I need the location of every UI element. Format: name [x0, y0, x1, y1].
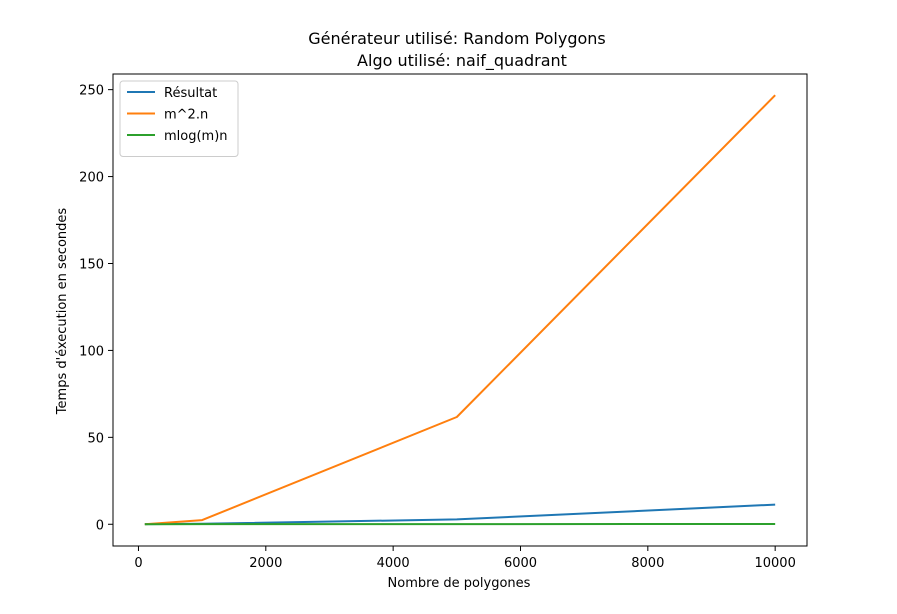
- legend-box: [119, 80, 239, 157]
- y-tick-label: 200: [79, 171, 104, 186]
- series-line-0: [144, 503, 776, 526]
- series-layer: [144, 94, 776, 526]
- x-tick-label: 8000: [631, 556, 664, 571]
- x-tick-label: 6000: [504, 556, 537, 571]
- legend: Résultat m^2.n mlog(m)n: [119, 80, 239, 157]
- y-tick-label: 0: [96, 518, 104, 533]
- y-tick-label: 100: [79, 344, 104, 359]
- y-axis-title: Temps d'éxecution en secondes: [55, 208, 70, 416]
- x-tick-label: 10000: [754, 556, 795, 571]
- legend-label-0: Résultat: [164, 86, 217, 101]
- plot-frame: [112, 73, 808, 547]
- chart-subtitle: Algo utilisé: naif_quadrant: [357, 51, 567, 71]
- x-tick-label: 2000: [249, 556, 282, 571]
- legend-label-1: m^2.n: [164, 108, 208, 123]
- y-tick-label: 250: [79, 84, 104, 99]
- x-axis-title: Nombre de polygones: [388, 576, 531, 591]
- y-tick-label: 50: [87, 431, 104, 446]
- y-tick-label: 150: [79, 257, 104, 272]
- x-tick-label: 0: [134, 556, 142, 571]
- ticks-layer: 0 2000 4000 6000 8000 10000 0 50 100 150 200 250: [79, 84, 796, 571]
- series-line-1: [144, 94, 776, 526]
- chart-title: Générateur utilisé: Random Polygons: [308, 29, 605, 48]
- legend-label-2: mlog(m)n: [164, 129, 228, 144]
- x-tick-label: 4000: [377, 556, 410, 571]
